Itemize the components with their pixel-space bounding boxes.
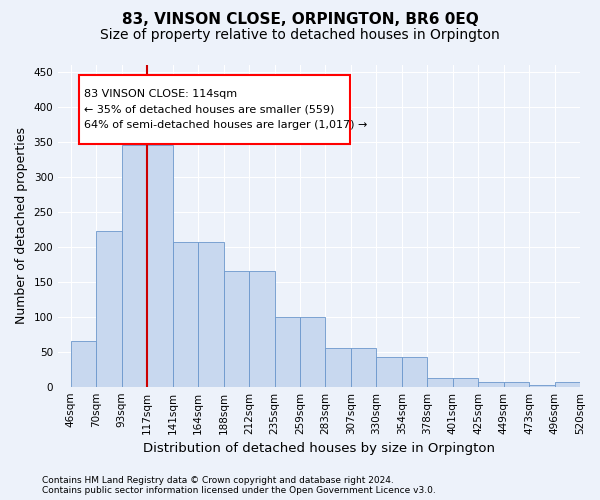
Bar	[173, 242, 198, 386]
Bar	[376, 358, 402, 386]
Bar	[478, 382, 503, 386]
Bar	[198, 242, 224, 386]
Bar	[503, 382, 529, 386]
Bar	[275, 318, 300, 386]
Bar	[427, 378, 453, 386]
Text: 83 VINSON CLOSE: 114sqm
← 35% of detached houses are smaller (559)
64% of semi-d: 83 VINSON CLOSE: 114sqm ← 35% of detache…	[84, 89, 368, 130]
Bar	[122, 146, 147, 386]
Text: Contains HM Land Registry data © Crown copyright and database right 2024.: Contains HM Land Registry data © Crown c…	[42, 476, 394, 485]
Bar	[325, 348, 351, 387]
Bar	[554, 382, 580, 386]
Bar	[147, 146, 173, 386]
Bar	[300, 318, 325, 386]
Text: Size of property relative to detached houses in Orpington: Size of property relative to detached ho…	[100, 28, 500, 42]
Bar	[249, 272, 275, 386]
Bar	[402, 358, 427, 386]
Bar	[224, 272, 249, 386]
Y-axis label: Number of detached properties: Number of detached properties	[15, 128, 28, 324]
Text: Contains public sector information licensed under the Open Government Licence v3: Contains public sector information licen…	[42, 486, 436, 495]
X-axis label: Distribution of detached houses by size in Orpington: Distribution of detached houses by size …	[143, 442, 495, 455]
Bar	[71, 341, 97, 386]
Text: 83, VINSON CLOSE, ORPINGTON, BR6 0EQ: 83, VINSON CLOSE, ORPINGTON, BR6 0EQ	[122, 12, 478, 28]
Bar	[97, 232, 122, 386]
Bar	[351, 348, 376, 387]
FancyBboxPatch shape	[79, 74, 350, 144]
Bar	[453, 378, 478, 386]
